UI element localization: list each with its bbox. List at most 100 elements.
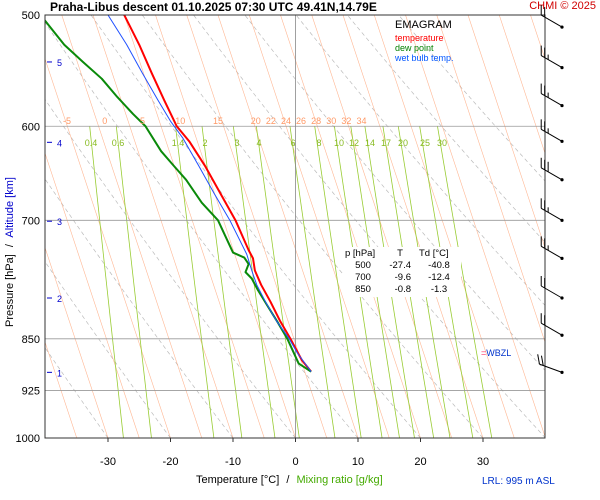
isotherm-line [342,15,484,438]
mixing-ratio-label: 0.6 [112,138,125,148]
dry-adiabat [45,261,171,438]
altitude-tick-label: 3 [57,217,62,227]
mixing-ratio-line [255,126,300,438]
legend-item-wet-bulb: wet bulb temp. [395,53,454,63]
wind-barb [540,83,564,108]
wind-barb [540,119,564,143]
station-marker-icon: = [481,348,487,358]
mixing-ratio-label: 25 [420,138,430,148]
dew-point-line [45,19,312,373]
wind-barb [540,45,564,70]
isotherm-label: 22 [266,116,276,126]
isotherm-line [436,15,545,344]
mixing-ratio-line [289,126,336,438]
y-axis-label-pressure: Pressure [hPa] [4,254,16,327]
isotherm-label: 15 [213,116,223,126]
y-axis-label: Pressure [hPa] / Altitude [km] [4,137,16,367]
pressure-tick-label: 500 [22,10,40,22]
legend-title: EMAGRAM [395,19,452,31]
mixing-ratio-label: 8 [316,138,321,148]
dry-adiabat [45,22,359,438]
mixing-ratio-label: 2 [202,138,207,148]
mixing-ratio-line [334,126,383,438]
isotherm-line [45,341,78,438]
table-header-td: Td [°C] [419,248,449,259]
x-tick-label: 30 [477,456,489,468]
dry-adiabat [142,15,484,438]
mixing-ratio-line [397,126,451,438]
dry-adiabat [45,178,234,438]
x-axis-label-separator: / [286,474,290,486]
table-row: 700 -9.6 -12.4 [345,272,459,284]
isotherm-line [123,15,265,438]
x-tick-label: -20 [163,456,179,468]
mixing-ratio-line [115,126,152,438]
mixing-ratio-line [201,126,243,438]
chart-title: Praha-Libus descent 01.10.2025 07:30 UTC… [50,0,377,14]
isotherm-line [92,15,234,438]
dry-adiabat [398,15,545,182]
isotherm-line [280,15,421,438]
wind-barb [540,157,564,182]
dry-adiabat [347,15,545,243]
isotherm-line [373,15,515,438]
isotherm-label: -5 [63,116,71,126]
temperature-line [122,15,312,373]
copyright: CHMI © 2025 [529,0,596,12]
isotherm-line [217,15,359,438]
legend-item-temperature: temperature [395,33,444,43]
mixing-ratio-label: 1.4 [172,138,185,148]
mixing-ratio-line [89,126,124,438]
table-row: 500 -27.4 -40.8 [345,260,459,272]
mixing-ratio-label: 6 [290,138,295,148]
x-axis-label-temperature: Temperature [°C] [196,474,280,486]
mixing-ratio-line [175,126,215,438]
y-axis-label-separator: / [4,244,16,248]
mixing-ratio-line [364,126,415,438]
table-cell: -40.8 [428,260,450,271]
mixing-ratio-line [350,126,400,438]
mixing-ratio-label: 14 [365,138,375,148]
isotherm-line [405,15,545,438]
x-tick-label: 10 [352,456,364,468]
wind-barb [540,275,564,300]
table-cell: -27.4 [389,260,411,271]
pressure-tick-label: 700 [22,215,40,227]
isotherm-line [61,15,203,438]
isotherm-line [248,15,390,438]
wind-barb-flag [540,355,544,366]
dry-adiabat [295,15,545,306]
mixing-ratio-line [437,126,493,438]
x-tick-label: -10 [225,456,241,468]
mixing-ratio-line [419,126,474,438]
table-cell: -1.3 [430,284,448,295]
isotherm-label: 32 [341,116,351,126]
isotherm-line [498,15,545,155]
y-axis-label-altitude: Altitude [km] [4,177,16,238]
wind-barb [537,354,564,374]
table-header-t: T [397,248,403,259]
x-tick-label: -30 [100,456,116,468]
isotherm-line [311,15,453,438]
wet-bulb-line [107,15,312,372]
mixing-ratio-line [314,126,362,438]
mixing-ratio-label: 4 [256,138,261,148]
table-cell: -9.6 [394,272,411,283]
isotherm-line [467,15,545,249]
mixing-ratio-label: 30 [437,138,447,148]
altitude-tick-label: 2 [57,294,62,304]
altitude-tick-label: 1 [57,368,62,378]
isotherm-line [155,15,296,438]
station-marker: =WBZL [481,348,511,358]
wind-barb-flag [537,354,540,365]
table-header: p [hPa] T Td [°C] [345,248,459,260]
mixing-ratio-line [232,126,276,438]
table-cell: 850 [355,284,371,295]
isotherm-label: 26 [296,116,306,126]
mixing-ratio-label: 12 [349,138,359,148]
dry-adiabat [45,98,296,438]
dry-adiabat [244,15,545,371]
legend: EMAGRAM temperature dew point wet bulb t… [395,19,454,63]
lrl-label: LRL: 995 m ASL [482,476,555,487]
